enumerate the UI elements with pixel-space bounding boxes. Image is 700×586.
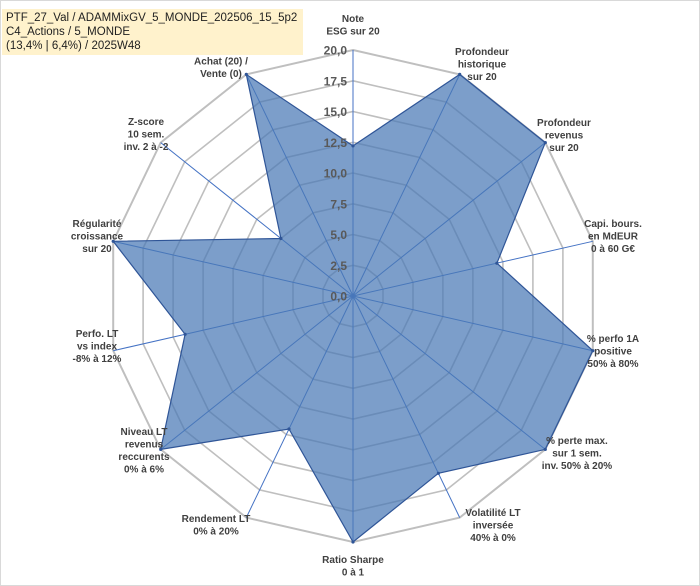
axis-label-2-line-1: Profondeur (455, 47, 509, 58)
axis-label-14-line-2: Achat (20) / (194, 57, 248, 68)
axis-label-6-line-2: sur 1 sem. (552, 449, 602, 460)
tick-label-0: 0,0 (330, 290, 347, 304)
axis-label-9-line-2: 0% à 20% (193, 527, 239, 538)
axis-label-11-line-1: Perfo. LT (76, 329, 119, 340)
axis-label-12-line-1: Régularité (73, 219, 122, 230)
axis-label-12-line-2: croissance (71, 232, 124, 243)
axis-label-7-line-1: Volatilité LT (465, 508, 520, 519)
axis-label-13-line-2: 10 sem. (128, 130, 165, 141)
series-point-2 (458, 72, 462, 76)
axis-label-7-line-2: inversée (473, 521, 514, 532)
axis-label-3-line-2: revenus (545, 131, 584, 142)
tick-label-6: 15,0 (324, 105, 348, 119)
series-point-6 (543, 447, 547, 451)
axis-label-5-line-2: positive (594, 347, 632, 358)
series-point-8 (351, 540, 355, 544)
axis-label-5-line-1: % perfo 1A (587, 334, 639, 345)
radar-ticks: 0,0 2,5 5,0 7,5 10,0 12,5 15,0 17,5 20,0 (324, 44, 348, 304)
series-point-3 (543, 141, 547, 145)
series-point-14 (244, 72, 248, 76)
tick-label-2: 5,0 (330, 228, 347, 242)
axis-label-4-line-2: en MdEUR (588, 232, 639, 243)
axis-label-6-line-1: % perte max. (546, 436, 608, 447)
axis-label-3-line-3: sur 20 (549, 143, 579, 154)
axis-label-11-line-2: vs index (77, 342, 117, 353)
axis-label-2-line-3: sur 20 (467, 72, 497, 83)
radar-series (111, 72, 595, 544)
axis-label-8-line-1: Ratio Sharpe (322, 555, 384, 566)
series-point-1 (351, 144, 355, 148)
axis-label-11-line-3: -8% à 12% (73, 354, 122, 365)
series-point-10 (159, 447, 163, 451)
axis-label-9-line-1: Rendement LT (182, 514, 251, 525)
axis-label-14-line-3: Vente (0) (200, 69, 242, 80)
axis-label-5-line-3: 50% à 80% (587, 359, 638, 370)
axis-label-6-line-3: inv. 50% à 20% (542, 461, 613, 472)
tick-label-7: 17,5 (324, 74, 348, 88)
tick-label-4: 10,0 (324, 167, 348, 181)
series-point-5 (591, 349, 595, 353)
axis-label-4-line-1: Capi. bours. (584, 219, 642, 230)
series-point-13 (279, 236, 283, 241)
axis-label-4-line-3: 0 à 60 G€ (591, 244, 635, 255)
axis-label-8-line-2: 0 à 1 (342, 568, 365, 579)
axis-label-13-line-1: Z-score (128, 117, 165, 128)
series-point-4 (495, 261, 499, 265)
chart-title-line-2: C4_Actions / 5_MONDE (6, 26, 130, 38)
axis-label-10-line-1: Niveau LT (120, 427, 167, 438)
axis-label-13-line-3: inv. 2 à -2 (124, 142, 169, 153)
tick-label-8: 20,0 (324, 44, 348, 58)
chart-title-line-3: (13,4% | 6,4%) / 2025W48 (6, 40, 141, 52)
series-point-9 (287, 427, 291, 431)
axis-label-1-line-2: ESG sur 20 (326, 27, 380, 38)
axis-label-10-line-4: 0% à 6% (124, 465, 164, 476)
tick-label-3: 7,5 (330, 197, 347, 211)
tick-label-1: 2,5 (330, 259, 347, 273)
axis-label-3-line-1: Profondeur (537, 118, 591, 129)
axis-label-10-line-2: revenus (125, 440, 164, 451)
axis-label-1-line-1: Note (342, 14, 365, 25)
series-point-7 (436, 471, 440, 475)
chart-title: PTF_27_Val / ADAMMixGV_5_MONDE_202506_15… (2, 9, 304, 55)
tick-label-5: 12,5 (324, 136, 348, 150)
axis-label-12-line-3: sur 20 (82, 244, 112, 255)
axis-label-2-line-2: historique (458, 60, 507, 71)
series-point-11 (183, 332, 187, 336)
series-point-12 (111, 239, 115, 243)
axis-label-7-line-3: 40% à 0% (470, 533, 516, 544)
chart-title-line-1: PTF_27_Val / ADAMMixGV_5_MONDE_202506_15… (6, 12, 298, 24)
axis-label-10-line-3: reccurents (118, 452, 170, 463)
